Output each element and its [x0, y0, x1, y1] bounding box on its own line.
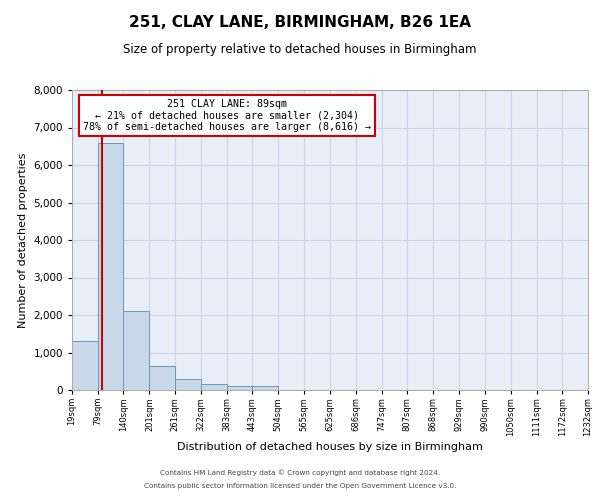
- Y-axis label: Number of detached properties: Number of detached properties: [18, 152, 28, 328]
- Bar: [149, 366, 175, 390]
- Bar: [201, 384, 227, 390]
- Text: Contains public sector information licensed under the Open Government Licence v3: Contains public sector information licen…: [144, 483, 456, 489]
- Bar: [124, 311, 149, 390]
- Bar: [72, 341, 98, 390]
- Text: Size of property relative to detached houses in Birmingham: Size of property relative to detached ho…: [123, 42, 477, 56]
- Bar: [98, 142, 124, 390]
- Bar: [227, 386, 253, 390]
- X-axis label: Distribution of detached houses by size in Birmingham: Distribution of detached houses by size …: [177, 442, 483, 452]
- Bar: [253, 386, 278, 390]
- Bar: [175, 379, 201, 390]
- Text: Contains HM Land Registry data © Crown copyright and database right 2024.: Contains HM Land Registry data © Crown c…: [160, 470, 440, 476]
- Text: 251, CLAY LANE, BIRMINGHAM, B26 1EA: 251, CLAY LANE, BIRMINGHAM, B26 1EA: [129, 15, 471, 30]
- Text: 251 CLAY LANE: 89sqm
← 21% of detached houses are smaller (2,304)
78% of semi-de: 251 CLAY LANE: 89sqm ← 21% of detached h…: [83, 99, 371, 132]
